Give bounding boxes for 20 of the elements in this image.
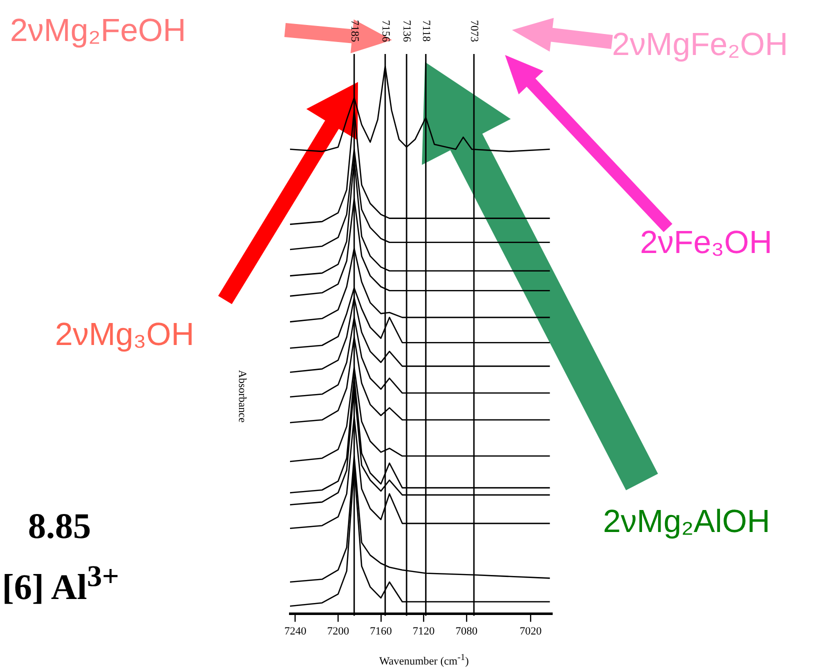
ref-line-label: 7136	[400, 20, 413, 42]
text: 2νMg₂FeOH	[10, 12, 186, 48]
x-axis-title: Wavenumber (cm$^{-1}$)	[378, 652, 470, 668]
ref-line-label: 7185	[348, 20, 360, 42]
x-tick-label: 7160	[370, 625, 392, 638]
text: 2νMg₃OH	[55, 316, 194, 352]
ref-line-label: 7118	[420, 20, 432, 42]
text: 2νMg₂AlOH	[603, 503, 770, 539]
x-tick-label: 7200	[327, 625, 350, 638]
text: 8.85	[28, 506, 91, 546]
text: [6] Al$^{3+}$	[2, 560, 120, 607]
ref-line-label: 7156	[379, 20, 392, 42]
text: 2νFe₃OH	[640, 224, 772, 260]
x-tick-label: 7080	[455, 625, 478, 638]
x-tick-label: 7120	[412, 625, 436, 638]
x-tick-label: 7240	[284, 625, 307, 638]
y-axis-title: Absorbance	[236, 370, 248, 423]
x-tick-label: 7020	[520, 625, 542, 638]
ref-line-label: 7073	[468, 20, 480, 42]
text: 2νMgFe₂OH	[612, 26, 788, 62]
